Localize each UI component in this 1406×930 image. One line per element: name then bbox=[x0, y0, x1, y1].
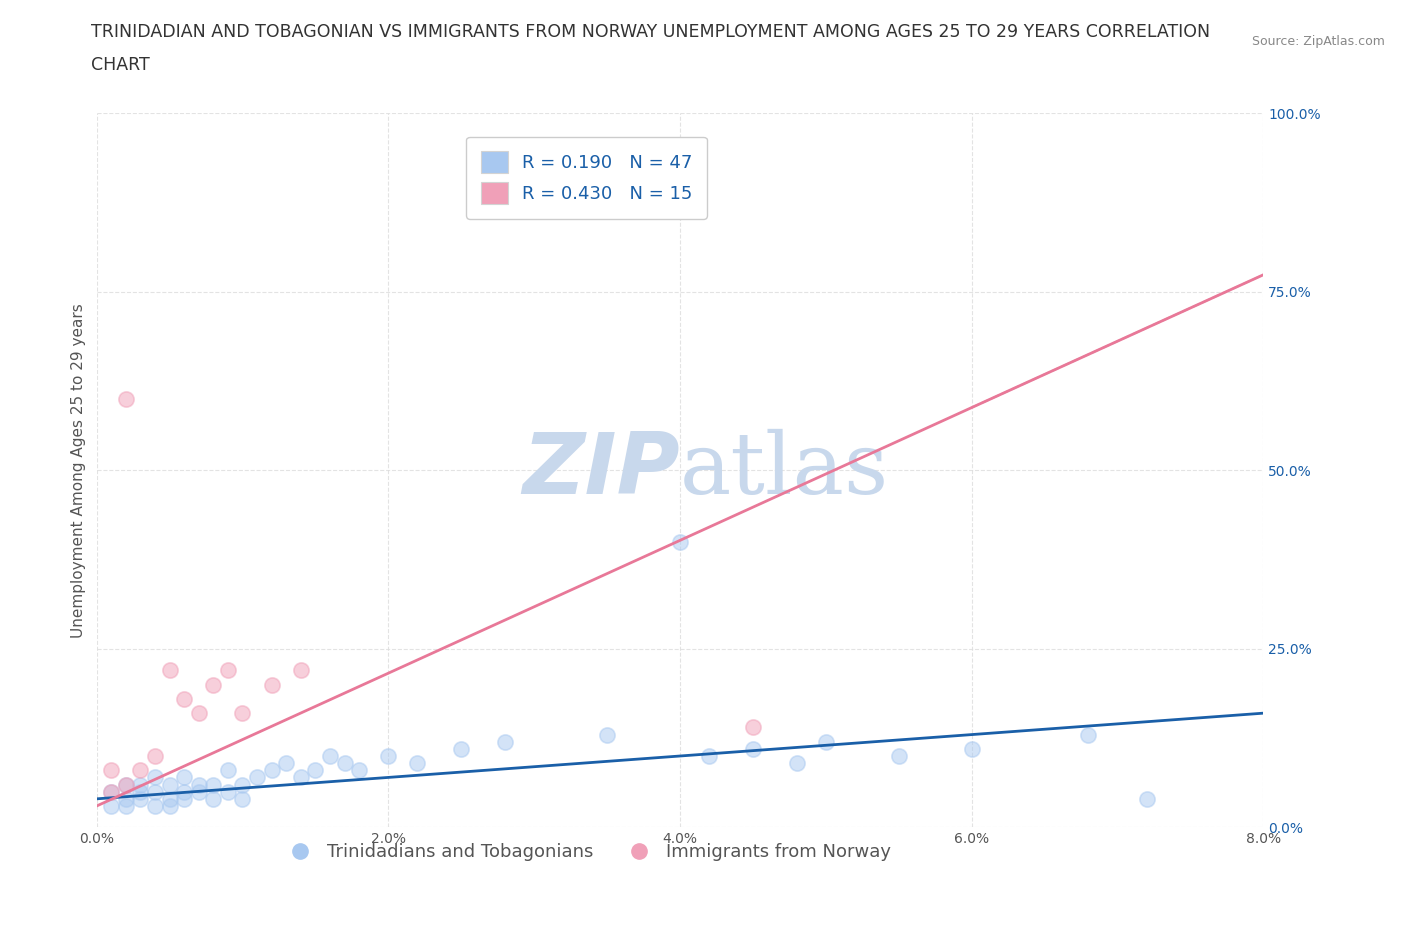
Y-axis label: Unemployment Among Ages 25 to 29 years: Unemployment Among Ages 25 to 29 years bbox=[72, 303, 86, 638]
Point bbox=[114, 392, 136, 406]
Point bbox=[114, 777, 136, 792]
Text: TRINIDADIAN AND TOBAGONIAN VS IMMIGRANTS FROM NORWAY UNEMPLOYMENT AMONG AGES 25 : TRINIDADIAN AND TOBAGONIAN VS IMMIGRANTS… bbox=[91, 23, 1211, 41]
Point bbox=[129, 777, 152, 792]
Point bbox=[159, 791, 181, 806]
Point bbox=[347, 763, 370, 777]
Point bbox=[114, 791, 136, 806]
Point bbox=[100, 784, 122, 799]
Point bbox=[231, 777, 253, 792]
Point bbox=[276, 756, 298, 771]
Text: atlas: atlas bbox=[681, 429, 889, 512]
Point bbox=[143, 749, 166, 764]
Point bbox=[173, 791, 195, 806]
Point bbox=[1077, 727, 1099, 742]
Text: CHART: CHART bbox=[91, 56, 150, 73]
Point bbox=[377, 749, 399, 764]
Point bbox=[202, 677, 225, 692]
Point bbox=[697, 749, 720, 764]
Point bbox=[217, 663, 239, 678]
Point bbox=[159, 777, 181, 792]
Point bbox=[173, 784, 195, 799]
Point bbox=[887, 749, 910, 764]
Point bbox=[173, 692, 195, 707]
Point bbox=[450, 741, 472, 756]
Point bbox=[202, 791, 225, 806]
Point bbox=[143, 770, 166, 785]
Point bbox=[187, 784, 209, 799]
Point bbox=[319, 749, 342, 764]
Point bbox=[246, 770, 269, 785]
Point bbox=[290, 663, 312, 678]
Point bbox=[304, 763, 326, 777]
Point bbox=[100, 763, 122, 777]
Point bbox=[406, 756, 429, 771]
Point bbox=[231, 706, 253, 721]
Point bbox=[100, 799, 122, 814]
Point bbox=[187, 706, 209, 721]
Point bbox=[290, 770, 312, 785]
Point bbox=[260, 763, 283, 777]
Point bbox=[814, 735, 837, 750]
Point bbox=[669, 535, 692, 550]
Point bbox=[129, 791, 152, 806]
Point bbox=[143, 784, 166, 799]
Point bbox=[143, 799, 166, 814]
Point bbox=[741, 741, 763, 756]
Point bbox=[202, 777, 225, 792]
Point bbox=[960, 741, 983, 756]
Point bbox=[596, 727, 619, 742]
Point bbox=[173, 770, 195, 785]
Point bbox=[129, 763, 152, 777]
Point bbox=[333, 756, 356, 771]
Point bbox=[114, 799, 136, 814]
Point bbox=[786, 756, 808, 771]
Point bbox=[129, 784, 152, 799]
Point bbox=[187, 777, 209, 792]
Point bbox=[231, 791, 253, 806]
Point bbox=[159, 799, 181, 814]
Text: ZIP: ZIP bbox=[522, 429, 681, 512]
Point bbox=[159, 663, 181, 678]
Point bbox=[100, 784, 122, 799]
Legend: Trinidadians and Tobagonians, Immigrants from Norway: Trinidadians and Tobagonians, Immigrants… bbox=[276, 836, 898, 869]
Point bbox=[1135, 791, 1157, 806]
Text: Source: ZipAtlas.com: Source: ZipAtlas.com bbox=[1251, 35, 1385, 48]
Point bbox=[741, 720, 763, 735]
Point bbox=[114, 777, 136, 792]
Point bbox=[494, 735, 516, 750]
Point bbox=[217, 763, 239, 777]
Point bbox=[260, 677, 283, 692]
Point bbox=[217, 784, 239, 799]
